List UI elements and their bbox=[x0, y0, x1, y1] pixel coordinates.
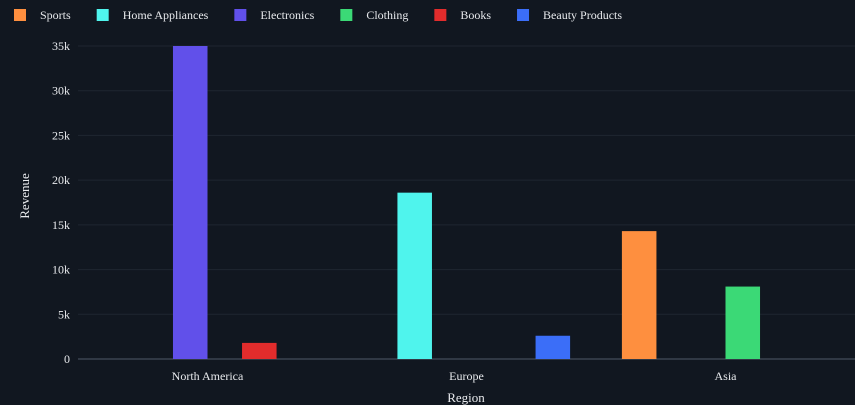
legend-label: Clothing bbox=[366, 8, 408, 22]
legend-item-books[interactable]: Books bbox=[434, 8, 491, 22]
y-tick-label: 10k bbox=[52, 263, 70, 277]
legend-swatch bbox=[517, 9, 530, 21]
x-axis-ticks: North America Europe Asia bbox=[172, 369, 737, 383]
legend-item-clothing[interactable]: Clothing bbox=[340, 8, 408, 22]
bar-home-appliances-europe[interactable] bbox=[397, 192, 432, 359]
legend-swatch bbox=[96, 9, 109, 21]
legend-item-beauty-products[interactable]: Beauty Products bbox=[517, 8, 622, 22]
y-tick-label: 0 bbox=[64, 352, 70, 366]
bar-clothing-asia[interactable] bbox=[725, 286, 761, 359]
y-tick-label: 20k bbox=[52, 173, 70, 187]
y-tick-label: 5k bbox=[58, 307, 70, 321]
y-tick-label: 35k bbox=[52, 39, 70, 53]
legend-swatch bbox=[234, 9, 247, 21]
legend-swatch bbox=[434, 9, 447, 21]
legend-label: Home Appliances bbox=[123, 8, 209, 22]
bar-sports-asia[interactable] bbox=[621, 231, 657, 359]
y-tick-label: 30k bbox=[52, 84, 70, 98]
legend-item-home-appliances[interactable]: Home Appliances bbox=[96, 8, 209, 22]
legend-label: Sports bbox=[40, 8, 71, 22]
legend-label: Beauty Products bbox=[543, 8, 622, 22]
y-tick-label: 25k bbox=[52, 128, 70, 142]
x-tick-label: Europe bbox=[449, 369, 484, 383]
legend-swatch bbox=[14, 9, 26, 21]
bar-beauty-products-europe[interactable] bbox=[535, 335, 571, 359]
legend-item-sports[interactable]: Sports bbox=[14, 8, 71, 22]
y-tick-label: 15k bbox=[52, 218, 70, 232]
legend-item-electronics[interactable]: Electronics bbox=[234, 8, 315, 22]
legend-label: Books bbox=[460, 8, 491, 22]
x-axis-title: Region bbox=[447, 390, 485, 405]
bar-books-north-america[interactable] bbox=[242, 342, 277, 359]
bars bbox=[172, 46, 761, 359]
x-tick-label: North America bbox=[172, 369, 244, 383]
legend-swatch bbox=[340, 9, 353, 21]
legend-label: Electronics bbox=[260, 8, 314, 22]
y-axis-title: Revenue bbox=[17, 173, 32, 219]
x-tick-label: Asia bbox=[715, 369, 738, 383]
y-axis-ticks: 0 5k 10k 15k 20k 25k 30k 35k bbox=[52, 39, 70, 366]
legend: Sports Home Appliances Electronics Clothing… bbox=[14, 8, 622, 22]
bar-electronics-north-america[interactable] bbox=[172, 46, 208, 359]
